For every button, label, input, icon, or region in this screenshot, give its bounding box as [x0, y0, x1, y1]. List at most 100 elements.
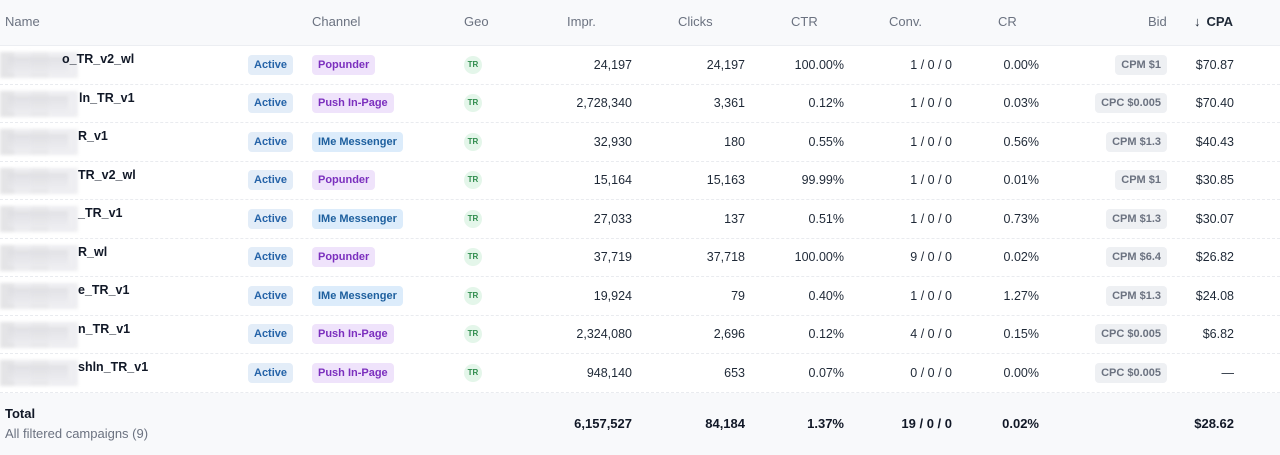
campaign-name[interactable]: o_TR_v2_wl	[62, 52, 135, 66]
campaign-name-cell[interactable]: R_v1	[0, 123, 240, 161]
status-badge: Active	[248, 324, 294, 345]
clicks-value: 653	[724, 365, 745, 380]
total-subtitle: All filtered campaigns (9)	[5, 426, 149, 441]
bid-badge: CPM $1.3	[1106, 131, 1167, 152]
geo-badge: TR	[464, 94, 482, 113]
campaign-name[interactable]: n_TR_v1	[78, 321, 131, 336]
bid-badge: CPM $1.3	[1106, 285, 1167, 306]
table-row[interactable]: R_wl Active Popunder TR 37,719 37,718 100.00% 9…	[0, 238, 1280, 277]
table-row[interactable]: R_v1 Active IMe Messenger TR 32,930 180 0.55% 1…	[0, 123, 1280, 162]
cpa-value: $6.82	[1202, 327, 1234, 342]
campaign-name[interactable]: R_v1	[78, 129, 108, 143]
cr-value: 0.73%	[1003, 211, 1039, 226]
total-cr: 0.02%	[1002, 416, 1039, 431]
impr-value: 2,728,340	[576, 96, 632, 111]
status-badge: Active	[248, 54, 294, 75]
column-header-bid[interactable]: Bid	[1148, 14, 1167, 29]
bid-badge: CPM $1	[1115, 170, 1167, 191]
clicks-value: 2,696	[713, 327, 745, 342]
clicks-value: 15,163	[706, 173, 745, 188]
blurred-name-redaction	[0, 283, 78, 309]
column-header-cpa[interactable]: ↓ CPA	[1194, 14, 1233, 29]
column-header-channel[interactable]: Channel	[312, 14, 361, 29]
campaign-name[interactable]: R_wl	[78, 244, 108, 259]
geo-badge: TR	[464, 171, 482, 190]
column-header-conv[interactable]: Conv.	[889, 14, 922, 29]
table-row[interactable]: TR_v2_wl Active Popunder TR 15,164 15,163 99.9…	[0, 161, 1280, 200]
channel-badge: Popunder	[312, 54, 376, 75]
clicks-value: 180	[724, 134, 745, 149]
bid-badge: CPC $0.005	[1095, 324, 1167, 345]
geo-badge: TR	[464, 363, 482, 382]
ctr-value: 0.07%	[808, 365, 844, 380]
total-clicks: 84,184	[705, 416, 745, 431]
campaign-name[interactable]: ln_TR_v1	[79, 90, 135, 105]
table-row[interactable]: n_TR_v1 Active Push In-Page TR 2,324,080 2,69…	[0, 315, 1280, 354]
campaign-name-cell[interactable]: R_wl	[0, 239, 240, 277]
campaign-name-cell[interactable]: shln_TR_v1	[0, 354, 240, 392]
column-header-clicks[interactable]: Clicks	[678, 14, 713, 29]
blurred-name-redaction	[0, 360, 78, 386]
column-header-cpa-label: CPA	[1206, 14, 1233, 29]
ctr-value: 0.51%	[808, 211, 844, 226]
campaign-name[interactable]: e_TR_v1	[78, 283, 130, 297]
column-header-name[interactable]: Name	[5, 14, 40, 29]
table-row[interactable]: e_TR_v1 Active IMe Messenger TR 19,924 79 0.40…	[0, 277, 1280, 316]
blurred-name-redaction	[0, 129, 78, 155]
ctr-value: 0.12%	[808, 96, 844, 111]
impr-value: 19,924	[593, 288, 632, 303]
clicks-value: 24,197	[706, 57, 745, 72]
table-row[interactable]: shln_TR_v1 Active Push In-Page TR 948,140 653…	[0, 354, 1280, 393]
campaign-name-cell[interactable]: _TR_v1	[0, 200, 240, 238]
blurred-name-redaction	[0, 52, 78, 78]
campaign-name[interactable]: shln_TR_v1	[78, 360, 149, 374]
clicks-value: 37,718	[706, 250, 745, 265]
table-row[interactable]: ln_TR_v1 Active Push In-Page TR 2,728,340 3,3…	[0, 84, 1280, 123]
cpa-value: $24.08	[1195, 288, 1234, 303]
cr-value: 0.01%	[1003, 173, 1039, 188]
conv-value: 0 / 0 / 0	[910, 365, 952, 380]
ctr-value: 100.00%	[794, 57, 844, 72]
campaign-name[interactable]: TR_v2_wl	[78, 167, 136, 182]
table-header: Name Channel Geo Impr. Clicks CTR Conv. …	[0, 0, 1280, 46]
campaign-name-cell[interactable]: ln_TR_v1	[0, 85, 240, 123]
clicks-value: 79	[731, 288, 745, 303]
impr-value: 27,033	[593, 211, 632, 226]
table-row[interactable]: o_TR_v2_wl Active Popunder TR 24,197 24,197 10…	[0, 46, 1280, 85]
channel-badge: IMe Messenger	[312, 131, 403, 152]
conv-value: 4 / 0 / 0	[910, 327, 952, 342]
channel-badge: Push In-Page	[312, 324, 394, 345]
cr-value: 0.03%	[1003, 96, 1039, 111]
conv-value: 1 / 0 / 0	[910, 288, 952, 303]
channel-badge: Popunder	[312, 170, 376, 191]
column-header-impr[interactable]: Impr.	[567, 14, 596, 29]
status-badge: Active	[248, 93, 294, 114]
campaign-name[interactable]: _TR_v1	[78, 206, 123, 220]
status-badge: Active	[248, 208, 294, 229]
geo-badge: TR	[464, 132, 482, 151]
blurred-name-redaction	[0, 90, 78, 117]
campaign-name-cell[interactable]: e_TR_v1	[0, 277, 240, 315]
geo-badge: TR	[464, 209, 482, 228]
campaign-name-cell[interactable]: TR_v2_wl	[0, 162, 240, 200]
campaign-name-cell[interactable]: o_TR_v2_wl	[0, 46, 240, 84]
status-badge: Active	[248, 285, 294, 306]
geo-badge: TR	[464, 325, 482, 344]
clicks-value: 137	[724, 211, 745, 226]
campaign-name-cell[interactable]: n_TR_v1	[0, 316, 240, 354]
clicks-value: 3,361	[713, 96, 745, 111]
impr-value: 2,324,080	[576, 327, 632, 342]
impr-value: 37,719	[593, 250, 632, 265]
column-header-ctr[interactable]: CTR	[791, 14, 818, 29]
ctr-value: 99.99%	[801, 173, 844, 188]
column-header-geo[interactable]: Geo	[464, 14, 489, 29]
cr-value: 0.15%	[1003, 327, 1039, 342]
conv-value: 9 / 0 / 0	[910, 250, 952, 265]
column-header-cr[interactable]: CR	[998, 14, 1017, 29]
cr-value: 0.00%	[1003, 365, 1039, 380]
bid-badge: CPC $0.005	[1095, 362, 1167, 383]
cr-value: 1.27%	[1003, 288, 1039, 303]
cpa-value: $26.82	[1195, 250, 1234, 265]
table-row[interactable]: _TR_v1 Active IMe Messenger TR 27,033 137 0.51…	[0, 200, 1280, 239]
sort-descending-icon: ↓	[1194, 14, 1201, 29]
